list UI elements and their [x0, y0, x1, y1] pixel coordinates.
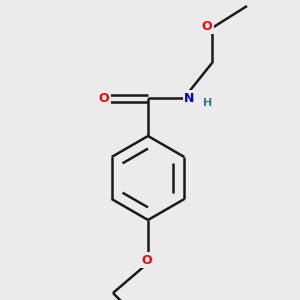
Text: O: O [142, 254, 152, 266]
Text: H: H [203, 98, 213, 108]
Text: O: O [99, 92, 109, 104]
Text: N: N [184, 92, 194, 104]
Text: O: O [202, 20, 212, 32]
